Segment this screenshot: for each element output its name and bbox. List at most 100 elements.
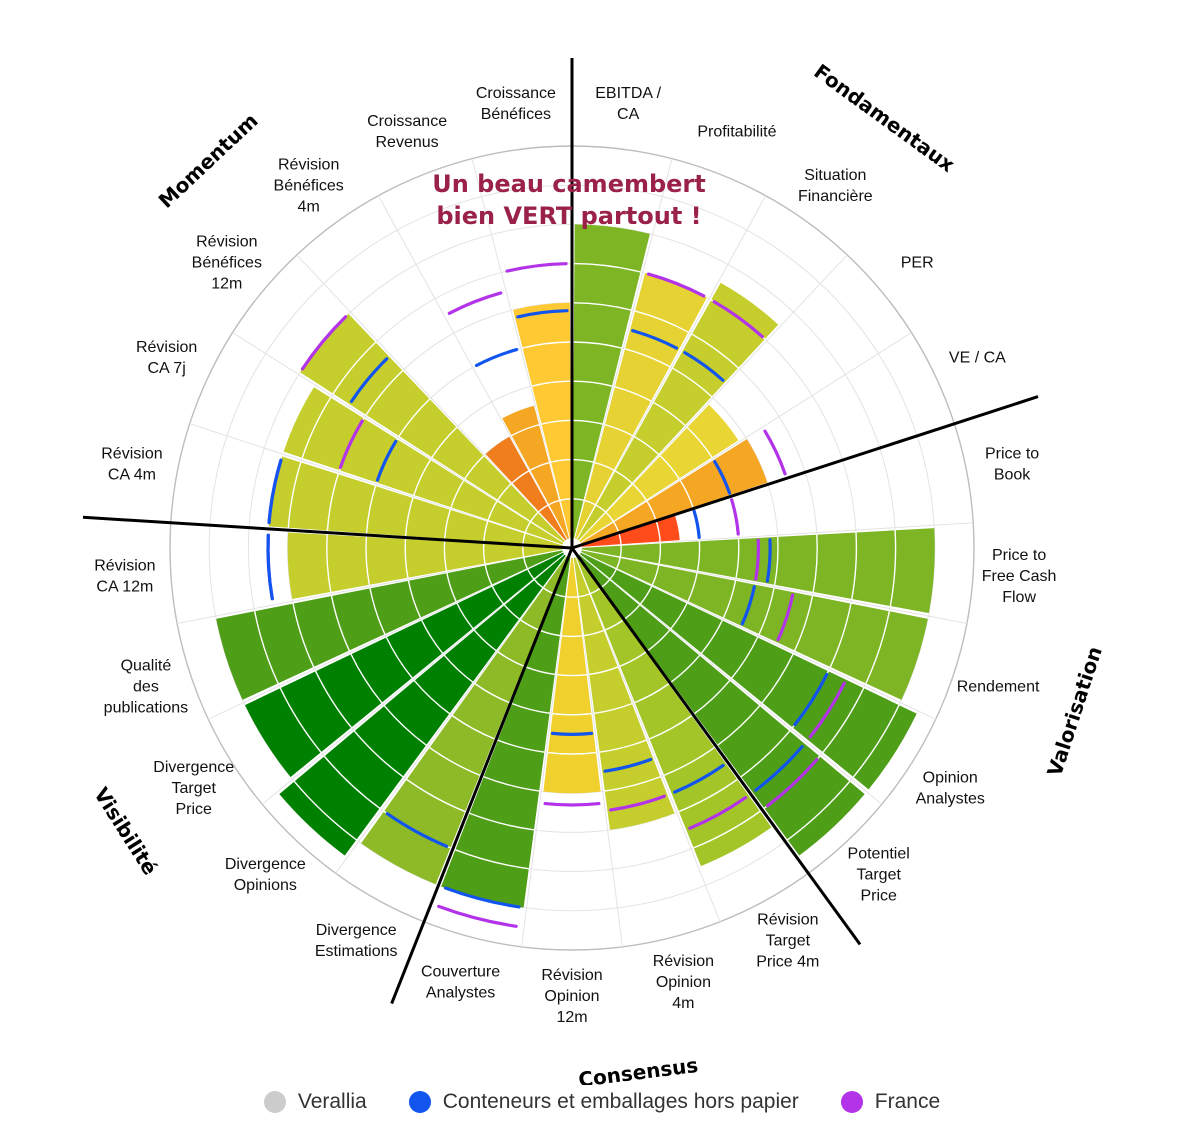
bar-edge — [290, 554, 565, 778]
france-arc-11[interactable] — [688, 796, 748, 830]
category-label-line: Analystes — [426, 984, 495, 1001]
bar-ring-line — [604, 775, 661, 792]
france-arc-13[interactable] — [543, 801, 601, 807]
category-label-line: Opinions — [234, 877, 297, 894]
bar-16[interactable] — [279, 554, 567, 856]
bar-9[interactable] — [579, 552, 917, 790]
bar-14[interactable] — [440, 557, 571, 908]
category-label-4: PER — [901, 254, 934, 271]
sector-arc-5[interactable] — [713, 459, 732, 495]
france-arc-24[interactable] — [447, 291, 503, 315]
legend-item-france[interactable]: France — [840, 1090, 940, 1114]
group-divider — [82, 515, 573, 550]
sector-arc-22[interactable] — [349, 357, 389, 404]
sector-arc-24[interactable] — [474, 347, 519, 368]
bar-20[interactable] — [268, 456, 563, 548]
category-label-line: Financière — [798, 188, 873, 205]
legend-item-sector[interactable]: Conteneurs et emballages hors papier — [408, 1090, 799, 1114]
sector-arc-10[interactable] — [754, 745, 804, 792]
grid-spoke — [471, 158, 570, 539]
france-arc-21[interactable] — [338, 419, 364, 469]
sector-arc-11[interactable] — [673, 763, 725, 794]
category-labels: EBITDA / CA Profitabilité Situation Financiè… — [94, 85, 1056, 1026]
france-arc-25[interactable] — [505, 262, 568, 273]
bar-ring-line — [773, 536, 779, 586]
bar-ring-line — [547, 751, 597, 755]
france-arc-10[interactable] — [766, 757, 819, 808]
grid-spoke — [581, 522, 974, 548]
grid-spoke — [579, 553, 883, 805]
category-label-line: EBITDA / — [595, 85, 661, 102]
bar-24[interactable] — [501, 405, 570, 540]
sector-arc-8[interactable] — [740, 585, 756, 626]
sector-arc-12[interactable] — [603, 757, 653, 773]
bar-ring-line — [740, 730, 791, 778]
category-label-line: Profitabilité — [697, 123, 776, 140]
legend-item-verallia[interactable]: Verallia — [263, 1090, 367, 1114]
category-label-line: Target — [172, 780, 217, 797]
france-arc-5[interactable] — [763, 429, 787, 476]
bar-15[interactable] — [360, 556, 569, 885]
grid-spoke — [232, 332, 564, 544]
sector-arc-21[interactable] — [375, 439, 398, 482]
bar-edge — [244, 551, 564, 706]
bar-5[interactable] — [580, 438, 768, 545]
bar-ring-line — [852, 704, 900, 778]
sector-arc-2[interactable] — [631, 329, 679, 350]
bar-edge — [242, 551, 564, 701]
sector-arc-3[interactable] — [683, 351, 725, 382]
sector-arc-6[interactable] — [692, 509, 701, 539]
sector-arc-25[interactable] — [516, 309, 569, 319]
grid-spoke — [208, 551, 564, 720]
grid-spoke — [261, 553, 565, 805]
sector-arc-15[interactable] — [385, 812, 449, 848]
group-divider — [571, 395, 1039, 550]
category-label-6: Price to Book — [985, 446, 1039, 484]
france-arc-8[interactable] — [776, 593, 795, 642]
france-arc-7[interactable] — [754, 538, 760, 581]
bar-3[interactable] — [576, 282, 779, 541]
bar-22[interactable] — [299, 313, 566, 543]
france-arc-22[interactable] — [300, 315, 348, 371]
category-label-line: Croissance — [476, 85, 556, 102]
france-arc-14[interactable] — [437, 904, 518, 928]
bar-ring-line — [497, 739, 545, 753]
france-arc-6[interactable] — [730, 498, 740, 536]
bar-ring-line — [663, 746, 716, 776]
sector-arc-19[interactable] — [266, 533, 274, 601]
france-arc-3[interactable] — [712, 300, 764, 339]
bar-10[interactable] — [577, 554, 865, 856]
bar-6[interactable] — [581, 515, 680, 548]
bar-19[interactable] — [287, 532, 563, 600]
category-label-line: CA 4m — [108, 467, 156, 484]
bar-23[interactable] — [485, 436, 568, 541]
grid-spoke — [377, 195, 568, 540]
bar-8[interactable] — [581, 549, 928, 701]
bar-ring-line — [573, 302, 632, 311]
sector-arc-14[interactable] — [443, 886, 521, 909]
bar-12[interactable] — [573, 557, 675, 830]
legend: Verallia Conteneurs et emballages hors p… — [0, 1090, 1204, 1114]
france-arc-2[interactable] — [646, 272, 706, 298]
france-arc-9[interactable] — [808, 681, 846, 739]
bars-layer — [216, 224, 935, 908]
bar-17[interactable] — [244, 552, 565, 778]
bar-25[interactable] — [512, 302, 572, 539]
sector-arc-7[interactable] — [765, 538, 772, 583]
bar-ring-line — [301, 396, 332, 459]
bar-2[interactable] — [574, 273, 708, 540]
sector-arc-20[interactable] — [267, 458, 283, 525]
sector-arc-13[interactable] — [550, 731, 594, 736]
grid-spoke — [575, 557, 721, 922]
france-arc-12[interactable] — [609, 794, 666, 812]
bar-18[interactable] — [216, 549, 563, 701]
annotation-line-2: bien VERT partout ! — [436, 202, 701, 230]
bar-21[interactable] — [283, 386, 564, 545]
bar-ring-line — [428, 746, 481, 776]
bar-edge — [344, 555, 567, 857]
category-label-line: CA 12m — [96, 579, 153, 596]
bar-ring-line — [691, 333, 740, 369]
category-label-12: Révision Opinion 4m — [653, 953, 714, 1012]
category-label-line: 4m — [672, 995, 694, 1012]
sector-arc-9[interactable] — [793, 672, 829, 727]
